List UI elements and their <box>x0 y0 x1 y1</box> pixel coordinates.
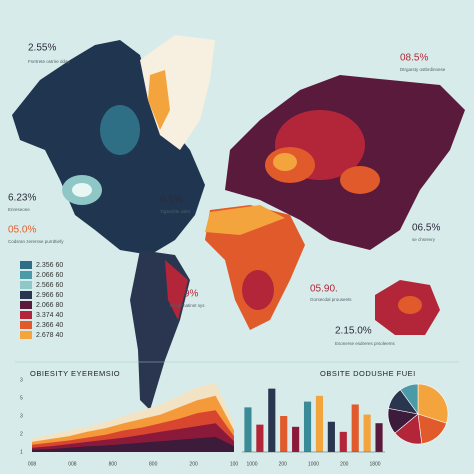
legend-label: 3.374 40 <box>36 312 63 319</box>
y-tick-label: 1 <box>20 449 23 455</box>
map <box>12 35 465 410</box>
charts: 3 5 3 2 1 008 008 800 800 200 100 1000 200 1000 200 180… <box>20 377 449 467</box>
australia-core <box>398 296 422 314</box>
bar <box>280 416 288 452</box>
legend-label: 2.066 80 <box>36 302 63 309</box>
x-tick-label: 1000 <box>308 461 319 467</box>
callout-value: 2.15.0% <box>335 326 372 337</box>
callout-value: 6.23% <box>8 193 36 204</box>
callout-text: Enreseone <box>8 207 30 212</box>
legend-swatch <box>20 281 32 289</box>
callout-text: Tigsechte oslet <box>160 209 191 214</box>
callout-value: 0.5% <box>160 195 183 206</box>
callout-value: 05.90. <box>310 284 338 295</box>
x-tick-label: 200 <box>189 461 198 467</box>
x-tick-label: 100 <box>230 461 239 467</box>
area-title: OBIESITY EYEREMSIO <box>30 369 120 378</box>
bar <box>375 423 383 452</box>
bar <box>244 407 252 452</box>
y-tick-label: 2 <box>20 431 23 437</box>
bar <box>363 414 371 452</box>
bar-title: OBSITE DODUSHE FUEI <box>320 369 416 378</box>
legend-swatch <box>20 331 32 339</box>
callout-value: 05.0% <box>8 225 36 236</box>
callouts: 2.55% Fsrrtrete ostrire dday 08.5% Dtrga… <box>8 43 446 347</box>
bar <box>256 424 264 452</box>
callout-value: 06.5% <box>412 223 440 234</box>
x-tick-label: 200 <box>279 461 288 467</box>
x-tick-label: 800 <box>149 461 158 467</box>
legend: 2.356 60 2.066 60 2.566 60 2.966 60 2.066 80… <box>20 261 63 339</box>
legend-swatch <box>20 321 32 329</box>
na-core <box>72 183 92 197</box>
y-tick-label: 3 <box>20 413 23 419</box>
africa-south <box>242 270 274 310</box>
legend-label: 2.966 60 <box>36 292 63 299</box>
bar <box>327 421 335 452</box>
greenland-edge <box>148 70 170 130</box>
callout-value: 65.9% <box>170 289 198 300</box>
africa <box>205 205 305 330</box>
x-tick-label: 008 <box>28 461 37 467</box>
callout-text: se chsrevry <box>412 237 436 242</box>
bar <box>292 426 300 452</box>
callout-value: 2.55% <box>28 43 56 54</box>
legend-swatch <box>20 301 32 309</box>
callout-text: Esonerse esdreres prsoleems <box>335 341 396 346</box>
area <box>32 436 234 452</box>
x-tick-label: 008 <box>68 461 77 467</box>
bar <box>339 431 347 452</box>
africa-north <box>205 205 285 235</box>
legend-label: 2.366 40 <box>36 322 63 329</box>
pie-slice <box>399 383 419 415</box>
legend-label: 2.678 40 <box>36 332 63 339</box>
bar <box>351 404 359 452</box>
callout-text: Gorsecdal prouseets <box>310 297 352 302</box>
sa-edge <box>165 260 188 320</box>
y-tick-label: 5 <box>20 395 23 401</box>
legend-swatch <box>20 271 32 279</box>
callout-text: Dtrgarsty ostbrdinnese <box>400 67 446 72</box>
na-region <box>100 105 140 155</box>
asia-orange <box>340 166 380 194</box>
legend-label: 2.356 60 <box>36 262 63 269</box>
x-tick-label: 800 <box>109 461 118 467</box>
bar <box>303 401 312 452</box>
bar <box>268 388 276 452</box>
x-tick-label: 200 <box>340 461 349 467</box>
x-tick-label: 1000 <box>246 461 257 467</box>
callout-text: Fsrrtrete ostrire dday <box>28 59 71 64</box>
y-tick-label: 3 <box>20 377 23 383</box>
eurasia-yellow <box>273 153 297 171</box>
callout-text: Codsran zerersse purrdtiefy <box>8 239 64 244</box>
legend-label: 2.066 60 <box>36 272 63 279</box>
x-tick-label: 1800 <box>369 461 380 467</box>
callout-value: 08.5% <box>400 53 428 64</box>
legend-swatch <box>20 311 32 319</box>
legend-label: 2.566 60 <box>36 282 63 289</box>
bar <box>315 395 324 452</box>
pie-slice <box>417 383 449 424</box>
legend-swatch <box>20 261 32 269</box>
callout-text: Pesarmatinnt sys <box>170 303 205 308</box>
legend-swatch <box>20 291 32 299</box>
